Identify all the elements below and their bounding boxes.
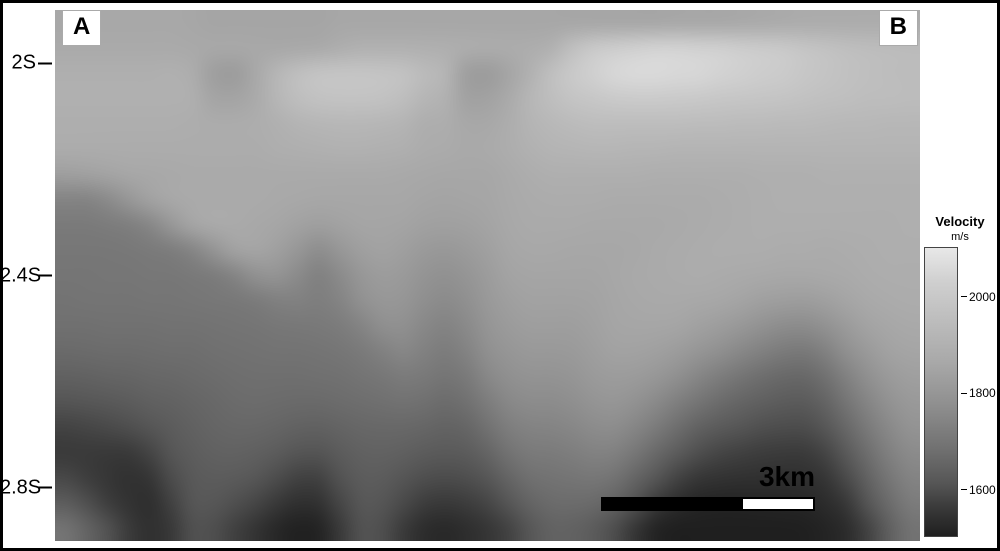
y-axis-tick-mark: [38, 275, 52, 277]
colorbar-tick-mark: [961, 393, 967, 394]
colorbar-tick-mark: [961, 296, 967, 297]
scale-bar-segment: [603, 499, 743, 509]
colorbar-tick: 1600: [961, 483, 996, 497]
colorbar-tick-label: 1600: [969, 483, 996, 497]
y-axis-tick-label: 2.8S: [0, 476, 38, 499]
colorbar-units: m/s: [924, 231, 996, 243]
y-axis-tick: 2S: [0, 52, 52, 75]
colorbar-track: 200018001600: [924, 247, 958, 537]
colorbar-tick-mark: [961, 489, 967, 490]
scale-bar-label: 3km: [759, 461, 815, 493]
y-axis-tick-label: 2S: [0, 52, 38, 75]
colorbar-tick-label: 2000: [969, 290, 996, 304]
colorbar-tick-label: 1800: [969, 386, 996, 400]
y-axis-tick-mark: [38, 62, 52, 64]
colorbar-tick: 1800: [961, 386, 996, 400]
colorbar-tick: 2000: [961, 290, 996, 304]
corner-label-A: A: [62, 10, 101, 46]
corner-label-B: B: [879, 10, 918, 46]
y-axis-tick-label: 2.4S: [0, 264, 38, 287]
y-axis-tick-mark: [38, 487, 52, 489]
y-axis-tick: 2.4S: [0, 264, 52, 287]
colorbar-title: Velocity: [924, 215, 996, 229]
scale-bar-segment: [743, 499, 813, 509]
y-axis-tick: 2.8S: [0, 476, 52, 499]
scale-bar-track: [601, 497, 815, 511]
colorbar: Velocity m/s 200018001600: [924, 215, 996, 537]
scale-bar: 3km: [601, 497, 815, 511]
